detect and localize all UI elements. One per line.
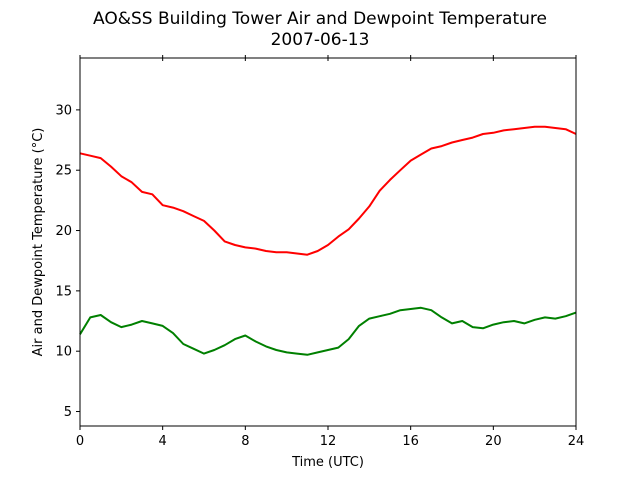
x-tick-label: 16 [402, 434, 419, 449]
y-axis-label: Air and Dewpoint Temperature (°C) [31, 128, 46, 357]
y-tick-label: 20 [55, 224, 72, 239]
x-tick-label: 20 [485, 434, 502, 449]
x-axis-label: Time (UTC) [291, 455, 364, 470]
y-tick-label: 10 [55, 345, 72, 360]
x-tick-label: 12 [320, 434, 337, 449]
plot-frame [79, 57, 577, 427]
x-tick-label: 8 [241, 434, 249, 449]
y-tick-label: 30 [55, 103, 72, 118]
x-tick-label: 4 [159, 434, 167, 449]
y-tick-label: 15 [55, 284, 72, 299]
x-tick-label: 24 [568, 434, 585, 449]
x-tick-label: 0 [76, 434, 84, 449]
y-tick-label: 5 [64, 405, 72, 420]
chart-subtitle: 2007-06-13 [271, 30, 370, 50]
series-line-air [79, 125, 577, 256]
y-axis: 5 10 15 20 25 30 [55, 103, 80, 420]
y-tick-label: 25 [55, 164, 72, 179]
x-axis: 0 4 8 12 16 20 24 [76, 55, 584, 449]
series-line-dewpoint [79, 306, 577, 356]
plot-area [79, 125, 577, 356]
chart-title: AO&SS Building Tower Air and Dewpoint Te… [93, 9, 547, 29]
